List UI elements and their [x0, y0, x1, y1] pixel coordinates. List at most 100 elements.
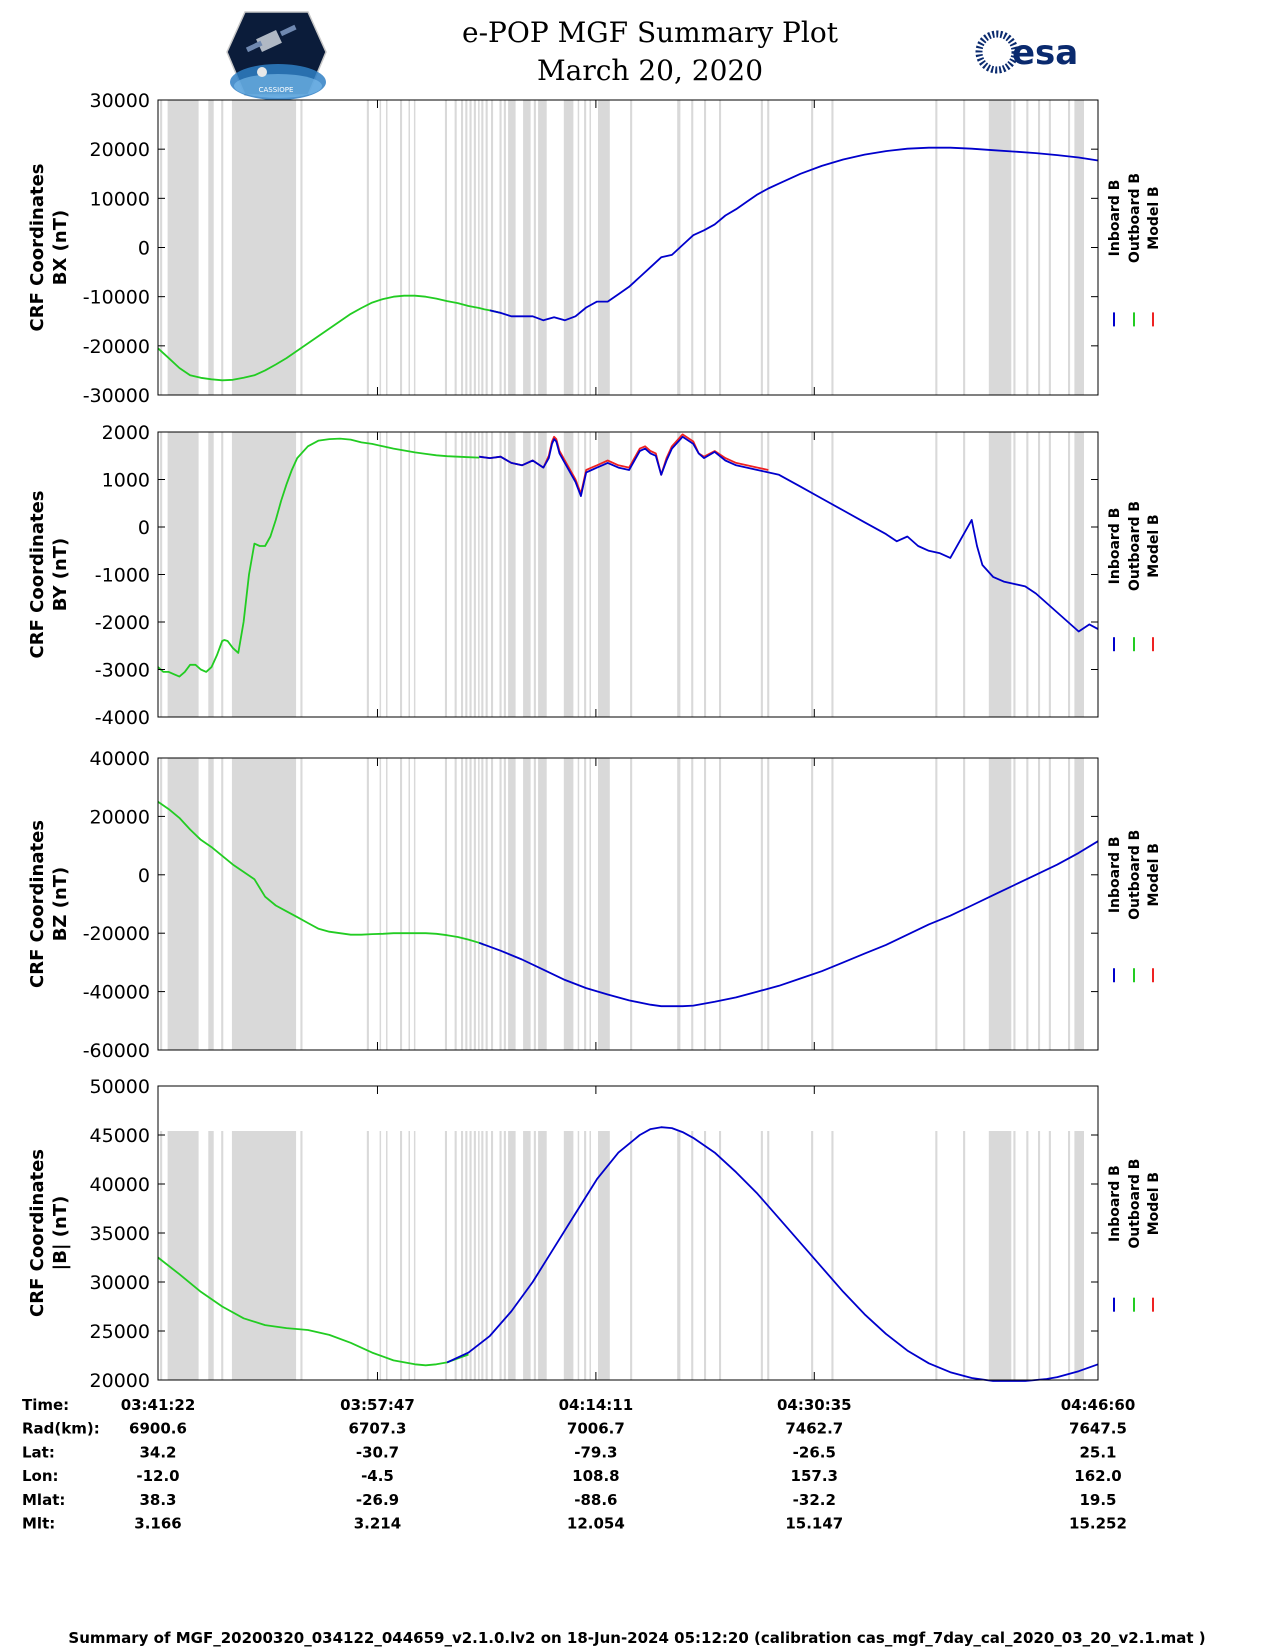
axes-frame	[157, 99, 1099, 396]
y-axis-label: BY (nT)	[50, 538, 71, 612]
ephemeris-cell: 3.214	[354, 1515, 401, 1533]
gap-band	[473, 100, 476, 395]
plot-date: March 20, 2020	[537, 54, 763, 87]
legend-label: Model B	[1146, 1172, 1162, 1235]
ephemeris-cell: 15.147	[785, 1515, 843, 1533]
y-tick-label: -20000	[83, 923, 150, 945]
legend-label: Outboard B	[1127, 830, 1143, 920]
y-axis-label: CRF Coordinates	[27, 491, 48, 659]
gap-band	[533, 1131, 536, 1380]
series-outboard-b	[157, 801, 485, 946]
gap-band	[499, 432, 502, 717]
gap-band	[1048, 100, 1051, 395]
gap-band	[691, 1131, 694, 1380]
gap-band	[366, 100, 369, 395]
gap-band	[508, 1131, 516, 1380]
gap-band	[221, 432, 224, 717]
gap-band	[719, 100, 722, 395]
gap-band	[400, 432, 403, 717]
gap-band	[1074, 1131, 1084, 1380]
ephemeris-cell: 04:46:60	[1061, 1396, 1136, 1414]
y-tick-label: 20000	[90, 139, 150, 161]
gap-band	[503, 100, 506, 395]
gap-band	[221, 758, 224, 1050]
gap-band	[461, 100, 464, 395]
y-tick-label: 20000	[90, 1370, 150, 1392]
gap-band	[485, 100, 488, 395]
gap-band	[523, 100, 531, 395]
gap-band	[221, 1131, 224, 1380]
gap-band	[485, 758, 488, 1050]
gap-band	[366, 432, 369, 717]
gap-band	[379, 1131, 382, 1380]
gap-band	[1068, 432, 1071, 717]
gap-band	[481, 758, 484, 1050]
y-tick-label: 10000	[90, 188, 150, 210]
ephemeris-cell: 157.3	[791, 1467, 838, 1485]
gap-band	[988, 1131, 1012, 1380]
gap-band	[408, 758, 410, 1050]
gap-band	[300, 1131, 303, 1380]
gap-band	[563, 432, 574, 717]
gap-band	[366, 1131, 369, 1380]
gap-band	[408, 1131, 410, 1380]
y-tick-label: -40000	[83, 982, 150, 1004]
gap-band	[478, 758, 480, 1050]
gap-band	[454, 758, 457, 1050]
gap-band	[691, 100, 694, 395]
ephemeris-row-label: Mlat:	[22, 1491, 65, 1509]
ephemeris-cell: 6707.3	[349, 1420, 407, 1438]
gap-band	[491, 1131, 494, 1380]
y-tick-label: -1000	[95, 565, 150, 587]
gap-band	[461, 1131, 464, 1380]
series-inboard-b	[479, 435, 1099, 633]
gap-band	[760, 100, 763, 395]
gap-band	[533, 432, 536, 717]
gap-band	[523, 432, 531, 717]
gap-band	[1074, 758, 1084, 1050]
gap-band	[167, 1131, 199, 1380]
ephemeris-cell: 19.5	[1079, 1491, 1116, 1509]
panel-bz: 40000 20000 0 -20000 -40000 -60000 CRF Coordin…	[27, 748, 1162, 1062]
gap-band	[811, 758, 814, 1050]
ephemeris-cell: 38.3	[139, 1491, 176, 1509]
gap-band	[935, 100, 938, 395]
ephemeris-cell: -4.5	[361, 1467, 394, 1485]
gap-band	[1068, 1131, 1071, 1380]
gap-band	[444, 1131, 447, 1380]
gap-band	[478, 432, 480, 717]
gap-band	[677, 758, 681, 1050]
series-inboard-b	[446, 1126, 1099, 1382]
gap-band	[413, 432, 416, 717]
gap-band	[988, 758, 1012, 1050]
gap-band	[485, 1131, 488, 1380]
gap-band	[508, 100, 516, 395]
gap-band	[491, 432, 494, 717]
gap-band	[208, 432, 214, 717]
gap-band	[1048, 432, 1051, 717]
gap-band	[577, 432, 580, 717]
gap-band	[408, 432, 410, 717]
legend-label: Outboard B	[1127, 173, 1143, 263]
y-tick-label: 35000	[90, 1223, 150, 1245]
gap-band	[473, 758, 476, 1050]
gap-band	[473, 1131, 476, 1380]
ephemeris-row-label: Rad(km):	[22, 1420, 100, 1438]
gap-band	[691, 432, 694, 717]
gap-band	[1074, 100, 1084, 395]
gap-band	[767, 1131, 770, 1380]
series-outboard-b	[157, 1256, 469, 1367]
gap-band	[577, 100, 580, 395]
legend-label: Inboard B	[1107, 1165, 1123, 1242]
gap-band	[538, 432, 547, 717]
y-tick-label: 1000	[102, 470, 150, 492]
gap-band	[503, 758, 506, 1050]
gap-band	[503, 1131, 506, 1380]
gap-band	[167, 100, 199, 395]
gap-band	[379, 758, 382, 1050]
y-tick-label: 40000	[90, 748, 150, 770]
ephemeris-cell: 04:14:11	[559, 1396, 634, 1414]
gap-band	[231, 1131, 297, 1380]
ephemeris-cell: 25.1	[1079, 1443, 1116, 1461]
